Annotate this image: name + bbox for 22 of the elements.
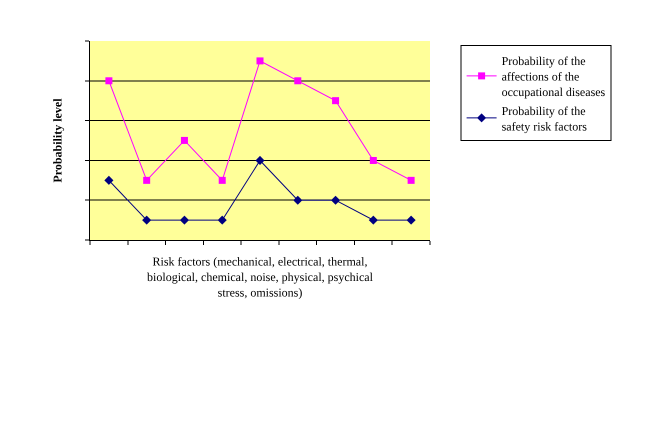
point [368,216,378,225]
point [294,77,302,84]
point [332,97,340,104]
point [142,216,152,225]
point [408,176,415,184]
point [370,156,377,164]
point [293,196,302,205]
point [180,136,188,144]
legend-label: Probability of the affections of the occupational diseases [502,54,606,100]
legend-label: Probability of the safety risk factors [502,104,588,134]
point [218,216,227,225]
point [105,77,112,84]
point [218,176,226,184]
point [104,176,114,185]
point [143,176,150,184]
point [331,196,340,205]
x-axis-title: Risk factors (mechanical, electrical, thermal, biological, chemical, noise, physical, psychical stress, omissions) [147,254,374,300]
point [180,216,189,225]
point [256,57,264,64]
point [255,156,265,166]
point [406,216,416,225]
y-axis-title: Probability level [50,98,64,183]
